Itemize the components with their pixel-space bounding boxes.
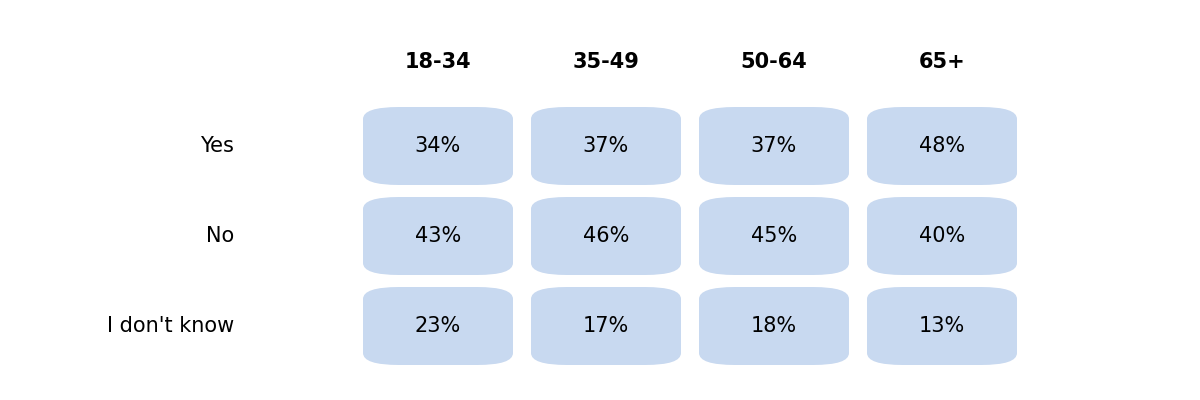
Text: 18%: 18% [751, 316, 797, 336]
FancyBboxPatch shape [364, 107, 514, 185]
Text: 37%: 37% [583, 136, 629, 156]
Text: 35-49: 35-49 [572, 52, 640, 72]
Text: 65+: 65+ [919, 52, 965, 72]
Text: Yes: Yes [200, 136, 234, 156]
FancyBboxPatch shape [364, 197, 514, 275]
Text: 48%: 48% [919, 136, 965, 156]
FancyBboxPatch shape [866, 287, 1018, 365]
FancyBboxPatch shape [698, 107, 850, 185]
Text: 13%: 13% [919, 316, 965, 336]
Text: 37%: 37% [751, 136, 797, 156]
Text: 45%: 45% [751, 226, 797, 246]
FancyBboxPatch shape [530, 197, 682, 275]
Text: 40%: 40% [919, 226, 965, 246]
FancyBboxPatch shape [530, 287, 682, 365]
Text: 17%: 17% [583, 316, 629, 336]
Text: 43%: 43% [415, 226, 461, 246]
Text: 34%: 34% [415, 136, 461, 156]
FancyBboxPatch shape [866, 107, 1018, 185]
FancyBboxPatch shape [866, 197, 1018, 275]
Text: 23%: 23% [415, 316, 461, 336]
Text: 50-64: 50-64 [740, 52, 808, 72]
FancyBboxPatch shape [364, 287, 514, 365]
Text: I don't know: I don't know [107, 316, 234, 336]
FancyBboxPatch shape [698, 197, 850, 275]
FancyBboxPatch shape [698, 287, 850, 365]
FancyBboxPatch shape [530, 107, 682, 185]
Text: 18-34: 18-34 [404, 52, 472, 72]
Text: 46%: 46% [583, 226, 629, 246]
Text: No: No [205, 226, 234, 246]
